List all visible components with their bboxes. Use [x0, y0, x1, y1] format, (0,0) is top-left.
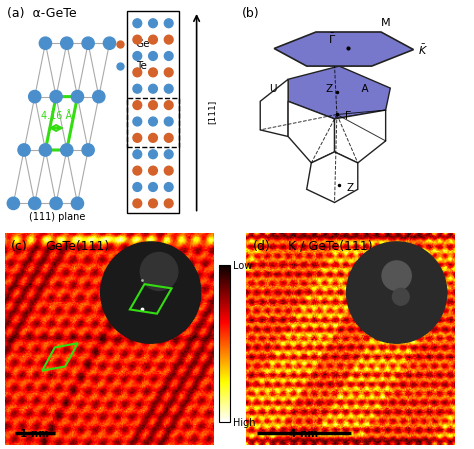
Text: GeTe(111): GeTe(111) [46, 240, 110, 253]
Circle shape [133, 166, 142, 175]
Text: U: U [270, 84, 277, 94]
Circle shape [164, 35, 173, 44]
Text: $\bar{K}$: $\bar{K}$ [418, 43, 428, 57]
Circle shape [28, 90, 41, 103]
Circle shape [133, 199, 142, 208]
Text: (b): (b) [242, 7, 259, 20]
Circle shape [382, 261, 411, 291]
Polygon shape [288, 66, 390, 119]
Text: Z: Z [346, 184, 353, 194]
Circle shape [133, 150, 142, 158]
Polygon shape [260, 79, 288, 136]
Circle shape [164, 133, 173, 142]
Text: Z: Z [325, 84, 332, 94]
Text: 4 nm: 4 nm [289, 429, 319, 439]
Text: 1 nm: 1 nm [20, 429, 50, 439]
Circle shape [72, 90, 83, 103]
Circle shape [82, 144, 94, 156]
Text: $\Gamma$: $\Gamma$ [344, 109, 352, 121]
Circle shape [149, 117, 157, 126]
Circle shape [149, 150, 157, 158]
Circle shape [140, 252, 178, 291]
Circle shape [164, 166, 173, 175]
Circle shape [164, 52, 173, 60]
Circle shape [164, 19, 173, 28]
Text: Te: Te [136, 61, 146, 71]
Circle shape [39, 37, 52, 49]
Circle shape [133, 84, 142, 93]
Circle shape [100, 242, 201, 343]
Text: A: A [356, 84, 369, 94]
Circle shape [149, 84, 157, 93]
Circle shape [7, 197, 19, 210]
Circle shape [149, 52, 157, 60]
Circle shape [164, 150, 173, 158]
Text: M: M [381, 18, 391, 27]
Circle shape [164, 101, 173, 110]
Polygon shape [307, 152, 358, 202]
Circle shape [133, 35, 142, 44]
Text: (a)  α-GeTe: (a) α-GeTe [7, 7, 76, 20]
Circle shape [72, 197, 83, 210]
Text: [111]: [111] [208, 100, 217, 124]
Circle shape [133, 68, 142, 77]
Circle shape [93, 90, 105, 103]
Circle shape [50, 197, 62, 210]
Polygon shape [335, 110, 386, 163]
Circle shape [392, 288, 409, 305]
Circle shape [346, 242, 447, 343]
Circle shape [61, 144, 73, 156]
Circle shape [61, 37, 73, 49]
Circle shape [28, 197, 41, 210]
Circle shape [149, 19, 157, 28]
Circle shape [149, 35, 157, 44]
Circle shape [133, 101, 142, 110]
Text: 4.16 Å: 4.16 Å [41, 111, 72, 121]
Circle shape [133, 183, 142, 191]
Circle shape [164, 68, 173, 77]
Circle shape [133, 133, 142, 142]
Bar [127, 11, 179, 214]
Circle shape [149, 68, 157, 77]
Text: $\bar{\Gamma}$: $\bar{\Gamma}$ [328, 32, 336, 46]
Circle shape [149, 199, 157, 208]
Polygon shape [274, 32, 413, 66]
Polygon shape [288, 101, 335, 163]
Text: (111) plane: (111) plane [29, 212, 85, 222]
Circle shape [50, 90, 62, 103]
Text: (c): (c) [11, 240, 28, 253]
Circle shape [164, 199, 173, 208]
Circle shape [103, 37, 116, 49]
Circle shape [164, 183, 173, 191]
Text: Ge: Ge [136, 39, 150, 49]
Circle shape [133, 52, 142, 60]
Circle shape [133, 117, 142, 126]
Bar [127, 98, 179, 147]
Circle shape [18, 144, 30, 156]
Circle shape [149, 133, 157, 142]
Text: K / GeTe(111): K / GeTe(111) [288, 240, 372, 253]
Text: (d): (d) [253, 240, 271, 253]
Circle shape [82, 37, 94, 49]
Circle shape [164, 84, 173, 93]
Circle shape [164, 117, 173, 126]
Circle shape [39, 144, 52, 156]
Circle shape [133, 19, 142, 28]
Circle shape [149, 101, 157, 110]
Circle shape [149, 166, 157, 175]
Circle shape [149, 183, 157, 191]
